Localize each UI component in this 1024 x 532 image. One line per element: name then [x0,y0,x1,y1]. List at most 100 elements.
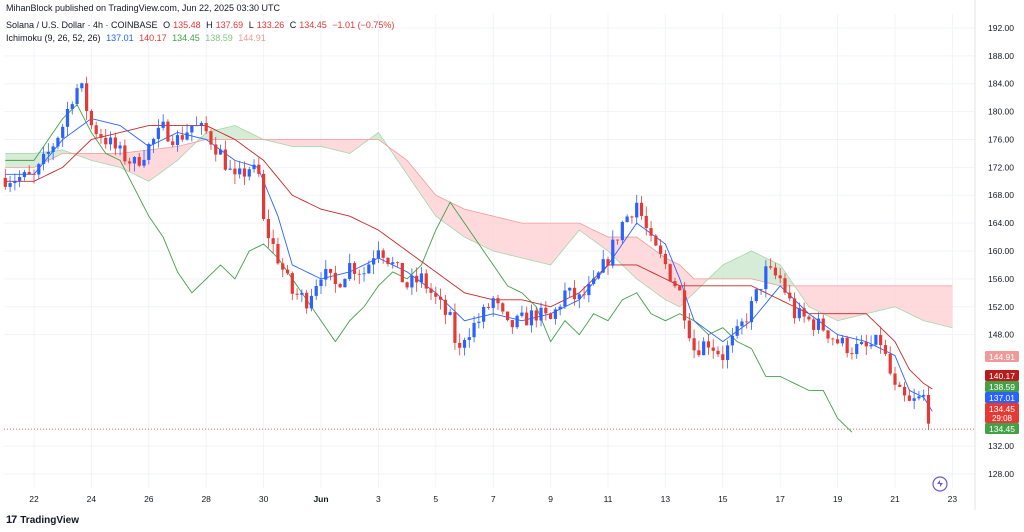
candle-body [702,341,706,356]
candle-body [649,228,653,236]
candle-body [386,257,390,264]
candle-body [372,258,376,265]
candle-down [883,339,888,357]
price-tag-text: 140.17 [989,371,1015,381]
candle-up [410,268,414,295]
indicator-name[interactable]: Ichimoku (9, 26, 52, 26) [6,33,101,43]
x-tick-label: 19 [833,494,843,504]
candle-up [702,337,706,356]
candle-down [544,300,548,321]
candle-down [845,335,849,358]
candle-body [443,299,447,315]
candle-body [233,168,237,175]
candle-body [893,373,897,385]
candle-body [252,164,256,170]
candle-body [735,326,739,336]
publisher-line: MihanBlock published on TradingView.com,… [6,3,280,13]
price-tag-bg [985,370,1019,381]
candle-body [587,283,591,296]
ohlc-change: −1.01 (−0.75%) [332,20,395,30]
candle-down [893,366,897,391]
candle-body [448,312,452,315]
candle-up [13,173,17,191]
candle-up [764,260,768,298]
candle-body [611,239,615,266]
candle-body [859,341,864,344]
candle-down [214,136,218,162]
candle-body [85,83,89,111]
candle-body [104,137,108,145]
candle-up [51,143,55,161]
symbol-title[interactable]: Solana / U.S. Dollar · 4h · COINBASE [6,20,158,30]
candle-up [472,315,476,343]
candle-down [85,76,89,120]
candle-body [199,122,204,126]
candle-up [132,155,137,172]
candle-body [630,216,634,218]
candle-down [821,314,825,332]
ohlc-low: 133.26 [256,20,285,30]
candle-body [247,169,251,177]
candle-down [438,288,443,310]
candle-body [3,177,7,187]
candle-body [491,298,495,308]
candle-down [113,132,117,156]
candle-up [156,119,160,148]
candle-body [453,312,457,343]
candle-body [285,269,290,274]
candle-body [295,293,299,295]
candle-body [314,285,318,296]
candle-down [505,311,510,322]
candle-body [812,319,816,330]
candle-body [415,275,419,283]
price-tag-conversion: 137.01 [985,392,1019,403]
candle-up [376,241,380,264]
candle-down [501,302,505,315]
candle-up [190,125,194,142]
candle-body [51,146,55,153]
candle-down [525,306,529,326]
tradingview-brand[interactable]: 17 TradingView [6,514,79,526]
candle-body [759,289,763,290]
candle-body [37,164,41,175]
candle-up [611,230,615,269]
candle-down [644,206,648,236]
candle-body [840,337,844,344]
candle-down [831,337,835,346]
candle-down [678,284,682,291]
candle-body [836,339,840,344]
candle-down [792,292,797,324]
ohlc-close-label: C [289,20,297,30]
y-tick-label: 192.00 [988,23,1014,33]
candle-body [615,239,620,241]
candle-body [376,250,380,259]
candle-body [539,307,543,321]
candle-up [324,260,328,287]
candle-body [515,315,519,328]
candle-down [692,329,696,359]
candle-down [415,267,419,292]
candle-body [544,307,548,314]
candle-up [740,318,744,335]
tradingview-logo-icon: 17 [6,514,17,526]
candlesticks[interactable] [3,76,931,431]
candle-body [333,272,337,285]
candle-body [171,141,175,146]
candle-up [56,136,60,150]
candle-down [898,381,902,388]
candle-up [462,337,467,356]
candle-down [290,271,294,301]
candle-body [549,313,553,319]
candle-up [161,114,165,131]
candle-up [195,116,199,127]
candle-body [271,238,275,244]
candle-body [749,301,754,323]
candle-up [539,302,543,327]
candle-up [553,307,557,325]
candle-up [65,101,70,136]
candle-down [137,153,141,168]
replay-button[interactable] [932,476,948,492]
candle-body [142,159,146,166]
y-tick-label: 180.00 [988,107,1014,117]
